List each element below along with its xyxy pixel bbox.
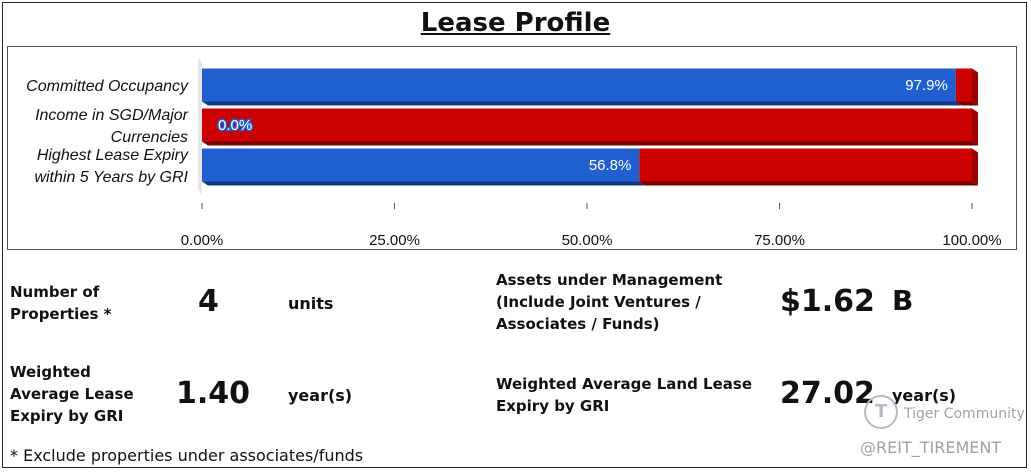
wale-value: 1.40 [176,376,251,411]
bar-segment [202,108,972,142]
bar-data-label: 0.0% [218,117,252,134]
aum-label-line: (Include Joint Ventures / [496,293,701,311]
chart-container: 97.9% Committed Occupancy 0.0% Income in SG… [7,46,1017,250]
bar-data-label: 97.9% [905,77,948,94]
lease-profile-chart: 97.9% Committed Occupancy 0.0% Income in SG… [26,57,1002,249]
walle-label-line: Weighted Average Land Lease [496,375,752,393]
bar-depth [955,101,978,106]
wale-unit: year(s) [288,386,353,405]
bar-segment [955,68,972,102]
aum-label-line: Assets under Management [496,271,723,289]
x-tick-label: 100.00% [942,232,1001,249]
wale-label-line: Weighted [10,363,91,381]
aum-unit: B [892,284,914,317]
chart-side-wall [198,57,202,195]
bar-end-cap [972,68,978,106]
bar-end-cap [972,108,978,146]
walle-label: Weighted Average Land Lease Expiry by GR… [496,373,752,417]
category-label: within 5 Years by GRI [34,169,188,186]
bar-segment [202,148,640,182]
category-label: Currencies [111,129,188,146]
aum-label-line: Associates / Funds) [496,315,660,333]
bar-data-label: 56.8% [589,157,632,174]
category-label: Committed Occupancy [26,78,189,95]
bar-depth [202,141,978,146]
bar-end-cap [972,148,978,186]
num-properties-label-line: Properties * [10,305,112,323]
x-tick-label: 50.00% [562,232,613,249]
watermark-brand: Tiger Community [904,406,1025,422]
category-label: Income in SGD/Major [35,107,189,124]
wale-label-line: Average Lease [10,385,134,403]
bar-segment [639,148,972,182]
wale-label-line: Expiry by GRI [10,407,124,425]
tiger-logo-icon [864,395,898,429]
aum-value: $1.62 [780,284,875,319]
watermark-handle: @REIT_TIREMENT [860,438,1002,457]
page-title: Lease Profile [420,8,611,38]
num-properties-label-line: Number of [10,283,100,301]
num-properties-label: Number of Properties * [10,281,111,325]
bar-segment [202,68,956,102]
num-properties-value: 4 [198,284,219,319]
bar-depth [202,101,962,106]
x-tick-label: 75.00% [754,232,805,249]
walle-value: 27.02 [780,376,875,411]
num-properties-unit: units [288,294,334,313]
bar-depth [202,181,646,186]
wale-label: Weighted Average Lease Expiry by GRI [10,361,134,427]
aum-label: Assets under Management (Include Joint V… [496,269,722,335]
walle-label-line: Expiry by GRI [496,397,610,415]
x-tick-label: 25.00% [369,232,420,249]
x-tick-label: 0.00% [181,232,224,249]
footnote: * Exclude properties under associates/fu… [10,446,364,465]
category-label: Highest Lease Expiry [37,147,189,164]
bar-depth [639,181,978,186]
walle-unit: year(s) [892,386,957,405]
